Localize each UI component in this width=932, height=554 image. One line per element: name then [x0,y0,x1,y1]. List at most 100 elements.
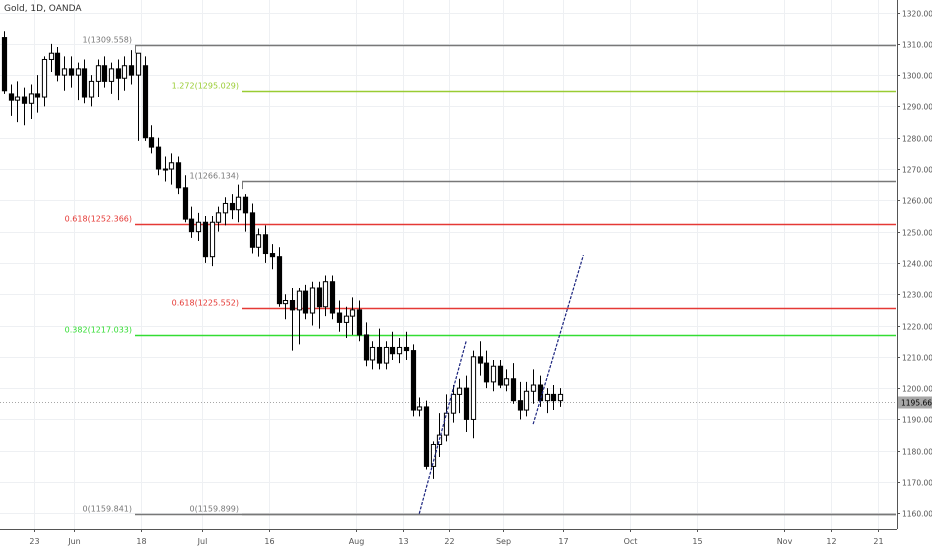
candle-up [343,315,350,323]
candle-down [21,96,28,104]
fib-level-label: 0.618(1225.552) [172,299,239,308]
candle-up [195,221,202,233]
candle-up [470,356,477,420]
trend-line[interactable] [418,341,467,514]
fib-level-label: 1(1309.558) [82,36,132,45]
fib-level-label: 1(1266.134) [189,172,239,181]
current-price-tag [898,396,932,409]
fib-level-label: 0.618(1252.366) [65,215,132,224]
candle-down [302,290,309,314]
candle-down [188,218,195,233]
candle-down [202,221,209,258]
candle-down [410,350,417,411]
candle-up [309,287,316,314]
candle-up [48,52,55,60]
candle-down [463,387,470,420]
candle-up [557,393,564,402]
y-tick-label: 1290.000 [902,103,932,112]
candle-down [1,37,8,92]
candle-up [530,384,537,392]
y-tick-label: 1300.000 [902,72,932,81]
candle-up [383,346,390,364]
candle-up [490,365,497,383]
candle-up [222,202,229,214]
y-tick-label: 1190.000 [902,416,932,425]
candle-down [276,256,283,305]
candle-down [289,299,296,311]
candle-up [121,65,128,79]
candle-down [336,312,343,323]
candle-down [128,65,135,76]
x-tick-label: 23 [29,537,39,546]
candle-up [544,393,551,402]
candle-up [503,378,510,386]
y-tick-label: 1220.000 [902,323,932,332]
candle-down [115,68,122,79]
candle-down [101,65,108,82]
fib-level-label: 0.382(1217.033) [65,326,132,335]
candle-down [510,378,517,402]
x-tick-label: 18 [136,537,146,546]
candle-down [517,400,524,411]
candle-down [68,68,75,76]
candle-up [322,281,329,308]
candle-up [108,68,115,82]
symbol-title: Gold, 1D, OANDA [4,4,82,14]
candle-up [14,96,21,101]
candle-down [34,93,41,98]
candle-down [148,137,155,148]
candle-down [376,346,383,364]
x-tick-label: Jul [197,537,208,546]
candle-down [54,52,61,76]
candle-up [235,196,242,211]
y-tick-label: 1260.000 [902,197,932,206]
candle-up [41,58,48,98]
y-tick-label: 1320.000 [902,10,932,19]
trend-line[interactable] [532,254,584,425]
x-tick-label: 15 [692,537,702,546]
y-tick-label: 1250.000 [902,229,932,238]
y-tick-label: 1200.000 [902,385,932,394]
candle-down [403,346,410,352]
candle-down [389,346,396,355]
price-axis-bg [897,0,932,550]
candle-up [450,393,457,414]
candle-up [135,52,142,76]
candle-up [349,309,356,317]
y-tick-label: 1310.000 [902,41,932,50]
candle-up [369,346,376,361]
candle-down [142,65,149,139]
candle-down [497,365,504,386]
candle-up [162,168,169,171]
x-tick-label: 17 [558,537,568,546]
y-tick-label: 1160.000 [902,510,932,519]
x-tick-label: Aug [349,537,365,546]
x-tick-label: 13 [398,537,408,546]
candle-down [8,93,15,101]
candle-up [209,221,216,258]
x-tick-label: Oct [624,537,638,546]
candle-down [550,393,557,402]
candle-down [477,356,484,364]
y-tick-label: 1210.000 [902,354,932,363]
candle-up [215,212,222,223]
candle-up [416,406,423,411]
x-tick-label: Nov [777,537,793,546]
candle-down [423,406,430,467]
y-tick-label: 1240.000 [902,260,932,269]
candle-down [363,334,370,361]
candle-up [523,390,530,411]
current-price-label: 1195.662 [901,399,932,408]
fib-level-label: 0(1159.841) [82,505,132,514]
candle-down [242,196,249,214]
candle-down [356,309,363,336]
candle-up [456,387,463,395]
candle-down [316,287,323,308]
y-tick-label: 1230.000 [902,291,932,300]
candle-up [95,65,102,82]
time-axis-bg [0,530,897,550]
x-tick-label: 16 [264,537,274,546]
candle-down [269,253,276,258]
